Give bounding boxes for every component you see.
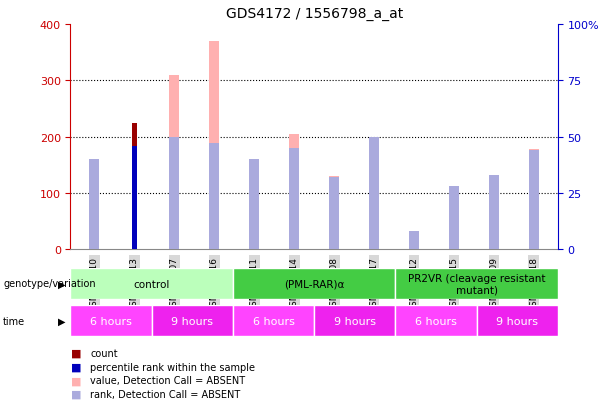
Text: (PML-RAR)α: (PML-RAR)α [284,279,345,289]
Bar [132,146,137,250]
Bar [369,138,379,250]
Bar [409,232,419,250]
Bar [70,306,152,337]
Bar [233,268,395,299]
Bar [314,306,395,337]
Bar [169,138,180,250]
Bar [89,160,99,250]
Bar [89,160,99,250]
Bar [132,123,137,250]
Bar [289,135,299,250]
Text: control: control [134,279,170,289]
Bar [70,268,233,299]
Bar [529,150,539,250]
Bar [489,176,499,250]
Text: 6 hours: 6 hours [253,316,294,326]
Bar [249,160,259,250]
Bar [529,151,539,250]
Text: genotype/variation: genotype/variation [3,279,96,289]
Bar [289,149,299,250]
Text: 6 hours: 6 hours [90,316,132,326]
Text: count: count [90,348,118,358]
Text: ■: ■ [70,348,81,358]
Bar [489,180,499,250]
Bar [449,187,459,250]
Bar [395,268,558,299]
Bar [249,160,259,250]
Text: ▶: ▶ [58,316,66,326]
Bar [329,177,339,250]
Text: time: time [3,316,25,326]
Text: PR2VR (cleavage resistant
mutant): PR2VR (cleavage resistant mutant) [408,273,546,295]
Bar [369,138,379,250]
Bar [449,197,459,250]
Bar [477,306,558,337]
Text: 6 hours: 6 hours [415,316,457,326]
Bar [395,306,477,337]
Text: ■: ■ [70,362,81,372]
Bar [329,178,339,250]
Bar [209,144,219,250]
Text: 9 hours: 9 hours [496,316,538,326]
Text: value, Detection Call = ABSENT: value, Detection Call = ABSENT [90,375,245,385]
Text: 9 hours: 9 hours [171,316,213,326]
Text: ▶: ▶ [58,279,66,289]
Text: rank, Detection Call = ABSENT: rank, Detection Call = ABSENT [90,389,240,399]
Text: percentile rank within the sample: percentile rank within the sample [90,362,255,372]
Text: 9 hours: 9 hours [333,316,376,326]
Bar [152,306,233,337]
Title: GDS4172 / 1556798_a_at: GDS4172 / 1556798_a_at [226,7,403,21]
Text: ■: ■ [70,389,81,399]
Text: ■: ■ [70,375,81,385]
Bar [233,306,314,337]
Bar [209,42,219,250]
Bar [169,76,180,250]
